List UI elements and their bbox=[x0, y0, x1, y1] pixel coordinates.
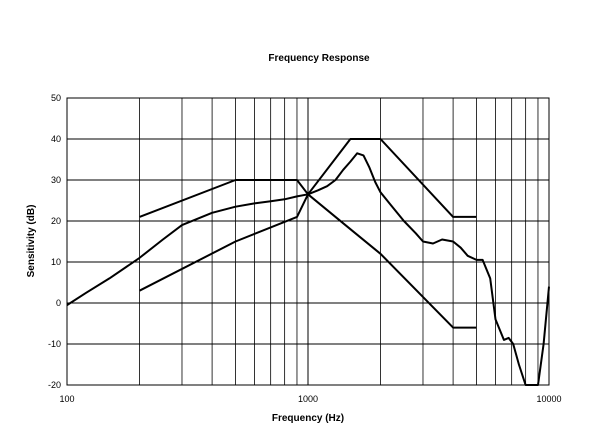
y-tick-label: 50 bbox=[51, 93, 61, 103]
y-tick-label: 40 bbox=[51, 134, 61, 144]
y-tick-label: -10 bbox=[48, 339, 61, 349]
y-tick-label: 0 bbox=[56, 298, 61, 308]
y-tick-label: -20 bbox=[48, 380, 61, 390]
series-line-3 bbox=[66, 152, 550, 386]
grid bbox=[67, 98, 549, 385]
x-tick-labels: 100 1000 10000 bbox=[59, 394, 561, 404]
series-line-2 bbox=[139, 193, 477, 329]
series-line-1 bbox=[139, 138, 477, 218]
y-tick-labels: 50 40 30 20 10 0 -10 -20 bbox=[48, 93, 61, 390]
y-tick-label: 30 bbox=[51, 175, 61, 185]
plot-frame bbox=[66, 97, 550, 386]
y-tick-label: 20 bbox=[51, 216, 61, 226]
x-tick-label: 100 bbox=[59, 394, 74, 404]
y-tick-label: 10 bbox=[51, 257, 61, 267]
x-axis-label: Frequency (Hz) bbox=[272, 413, 344, 424]
x-tick-label: 1000 bbox=[298, 394, 318, 404]
x-tick-label: 10000 bbox=[536, 394, 561, 404]
chart-title: Frequency Response bbox=[268, 53, 370, 64]
series-lines bbox=[66, 138, 550, 386]
y-axis-label: Sensitivity (dB) bbox=[26, 205, 37, 278]
